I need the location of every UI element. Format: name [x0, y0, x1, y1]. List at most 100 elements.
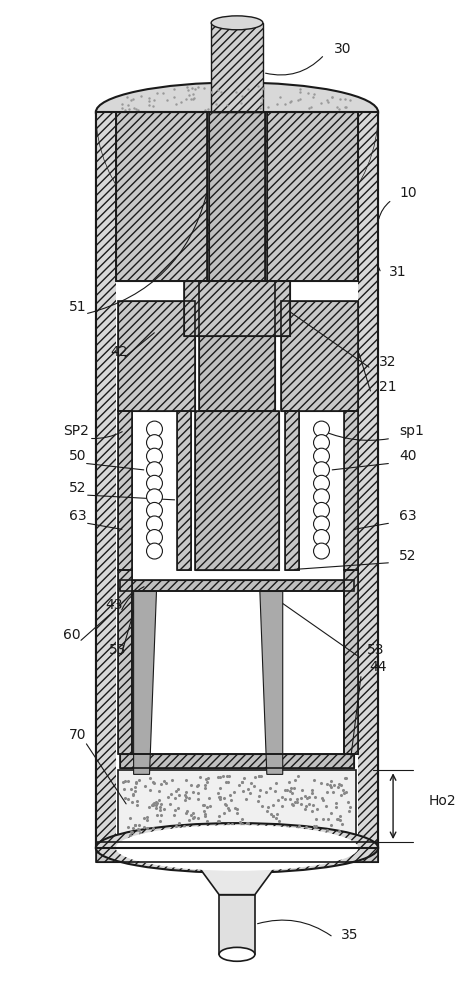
Point [234, 828, 241, 844]
Point [224, 816, 231, 832]
Point [127, 827, 134, 843]
Point [129, 787, 137, 803]
Point [289, 797, 297, 813]
Point [278, 798, 286, 814]
Point [267, 806, 275, 822]
Point [228, 825, 235, 841]
Point [308, 803, 316, 819]
Point [247, 775, 255, 791]
Point [240, 820, 248, 836]
Point [283, 823, 291, 839]
Point [187, 777, 195, 793]
Point [324, 776, 331, 792]
Point [140, 826, 147, 842]
Point [337, 787, 345, 803]
Point [344, 794, 352, 810]
Point [224, 819, 232, 835]
Text: 21: 21 [379, 380, 397, 394]
Point [198, 825, 205, 841]
Point [239, 817, 246, 833]
Point [149, 796, 156, 812]
Point [128, 794, 136, 810]
Point [234, 801, 241, 817]
Point [322, 798, 330, 814]
Point [146, 770, 154, 786]
Point [231, 800, 239, 816]
Point [200, 797, 207, 813]
Bar [116, 112, 207, 281]
Point [239, 783, 246, 799]
Point [309, 797, 316, 813]
Text: 35: 35 [341, 928, 359, 942]
Point [238, 816, 246, 832]
Bar [345, 570, 358, 754]
Point [194, 785, 202, 801]
Point [217, 780, 224, 796]
Point [119, 774, 127, 790]
Point [270, 808, 277, 824]
Point [327, 773, 335, 789]
Ellipse shape [219, 947, 255, 961]
Point [255, 827, 262, 843]
Point [263, 803, 270, 819]
Point [226, 787, 233, 803]
Text: 42: 42 [111, 345, 128, 359]
Point [163, 827, 171, 843]
Point [148, 797, 156, 813]
Point [134, 821, 142, 837]
Point [274, 792, 282, 808]
Point [204, 774, 211, 790]
Point [295, 768, 302, 784]
Bar [96, 842, 378, 862]
Text: 63: 63 [399, 509, 417, 523]
Point [306, 825, 314, 841]
Point [284, 829, 292, 845]
Point [301, 824, 309, 840]
Point [153, 794, 160, 810]
Point [301, 788, 309, 804]
Bar [116, 112, 358, 281]
Point [295, 818, 303, 834]
Point [341, 770, 349, 786]
Text: 60: 60 [63, 628, 81, 642]
Point [269, 808, 277, 824]
Point [182, 805, 190, 821]
Point [131, 783, 138, 799]
Point [160, 773, 168, 789]
Point [301, 801, 309, 817]
Point [132, 774, 139, 790]
Point [287, 780, 295, 796]
Point [275, 813, 283, 829]
Bar [345, 570, 358, 754]
Wedge shape [96, 112, 378, 253]
Point [323, 822, 330, 838]
Point [255, 768, 263, 784]
Point [216, 813, 223, 829]
Point [278, 789, 286, 805]
Ellipse shape [96, 82, 378, 142]
Point [288, 785, 296, 801]
Point [133, 793, 141, 809]
Point [334, 811, 342, 827]
Bar [209, 112, 265, 281]
Point [292, 772, 299, 788]
Point [297, 822, 304, 838]
Bar [199, 281, 275, 411]
Bar [132, 591, 345, 754]
Bar [177, 411, 191, 570]
Point [327, 817, 335, 833]
Point [136, 822, 143, 838]
Bar [118, 301, 195, 411]
Point [185, 821, 192, 837]
Point [256, 782, 264, 798]
Point [326, 777, 334, 793]
Circle shape [313, 435, 329, 451]
Point [190, 784, 197, 800]
Point [175, 815, 182, 831]
Bar [118, 411, 132, 570]
Point [313, 801, 320, 817]
Point [255, 768, 263, 784]
Bar [281, 301, 358, 411]
Point [325, 811, 332, 827]
Point [273, 806, 281, 822]
